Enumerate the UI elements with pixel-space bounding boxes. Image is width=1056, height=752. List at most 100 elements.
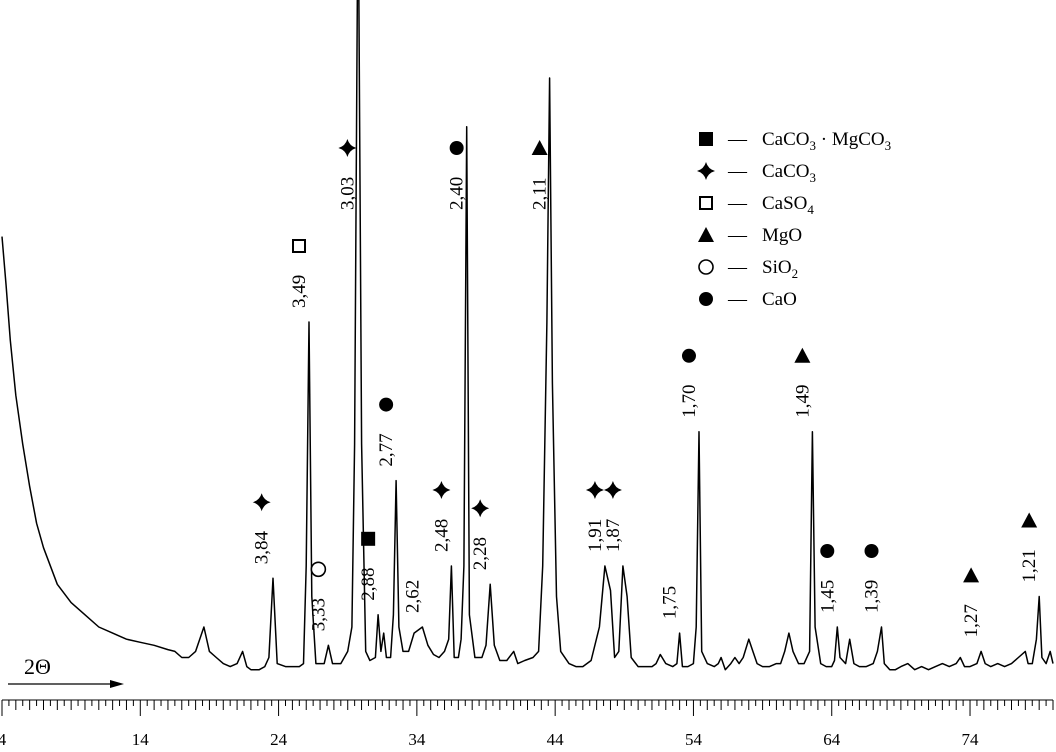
peak-d-spacing: 2,11 (530, 177, 551, 210)
x-tick-label: 44 (547, 730, 565, 749)
peak-label: 3,03 (337, 139, 358, 210)
peak-marker-open-circle-icon (310, 561, 327, 578)
peak-d-spacing: 1,21 (1019, 549, 1040, 582)
peak-label: 3,33 (308, 561, 329, 631)
legend-dash: — (727, 225, 748, 246)
peak-label: 2,11 (530, 140, 551, 210)
peak-marker-filled-diamond-icon (338, 139, 357, 157)
peak-d-spacing: 1,39 (862, 580, 883, 613)
peak-label: 1,87 (603, 481, 624, 552)
legend-item: — CaCO3 (697, 161, 816, 185)
legend-label: SiO2 (762, 257, 798, 281)
peak-label: 1,21 (1019, 512, 1040, 583)
peak-marker-filled-diamond-icon (603, 481, 622, 499)
peak-label: 2,28 (470, 499, 491, 570)
peak-d-spacing: 2,62 (402, 580, 423, 613)
legend: — CaCO3 · MgCO3 — CaCO3 — CaSO4 — MgO — SiO2 — CaO (697, 129, 891, 310)
peak-marker-filled-diamond-icon (471, 499, 490, 518)
peak-d-spacing: 3,03 (337, 177, 358, 210)
peak-labels: 3,84 3,49 3,33 3,03 2,88 2,77 2,62 2,48 2,40 2,28… (252, 139, 1040, 637)
x-tick-label: 4 (0, 730, 7, 749)
legend-filled-circle-icon (699, 292, 713, 306)
legend-label: CaCO3 (762, 161, 816, 185)
legend-item: — CaCO3 · MgCO3 (699, 129, 891, 153)
legend-open-circle-icon (698, 259, 714, 275)
peak-marker-filled-triangle-icon (531, 140, 548, 155)
peak-label: 1,91 (585, 481, 606, 552)
x-axis-label-group: 2Θ (8, 654, 124, 688)
peak-marker-filled-diamond-icon (252, 493, 271, 512)
peak-marker-filled-triangle-icon (963, 567, 980, 583)
x-tick-label: 24 (270, 730, 288, 749)
peak-label: 1,70 (679, 348, 700, 418)
x-tick-label: 54 (685, 730, 703, 749)
peak-d-spacing: 1,49 (792, 385, 813, 418)
peak-d-spacing: 1,45 (817, 580, 838, 613)
peak-d-spacing: 2,48 (431, 519, 452, 552)
legend-open-square-icon (699, 196, 713, 210)
legend-filled-diamond-icon (697, 162, 715, 180)
x-tick-label: 14 (132, 730, 150, 749)
peak-d-spacing: 3,33 (308, 598, 329, 631)
peak-marker-filled-circle-icon (449, 141, 464, 155)
peak-marker-filled-circle-icon (864, 544, 879, 558)
peak-d-spacing: 3,84 (252, 530, 273, 564)
legend-dash: — (727, 257, 748, 278)
peak-d-spacing: 3,49 (289, 275, 310, 308)
series-line (1, 0, 1054, 671)
legend-label: CaSO4 (762, 193, 814, 217)
peak-label: 1,75 (660, 586, 681, 619)
x-tick-labels: 4 14 24 34 44 54 64 74 (0, 730, 979, 749)
series-layer (1, 0, 1054, 671)
peak-label: 1,49 (792, 347, 813, 418)
x-axis (1, 699, 1054, 716)
peak-marker-filled-circle-icon (681, 348, 696, 363)
peak-label: 1,27 (961, 567, 982, 637)
peak-label: 1,45 (817, 544, 838, 613)
peak-d-spacing: 1,27 (961, 604, 982, 637)
legend-dash: — (727, 129, 748, 150)
legend-label: CaCO3 · MgCO3 (762, 129, 891, 153)
peak-marker-filled-triangle-icon (1021, 512, 1038, 528)
peak-marker-filled-circle-icon (820, 544, 835, 558)
legend-dash: — (727, 161, 748, 182)
peak-label: 3,84 (252, 493, 273, 564)
legend-label: MgO (762, 225, 802, 246)
x-direction-arrow-head (110, 680, 124, 688)
x-tick-label: 74 (962, 730, 980, 749)
peak-label: 2,77 (376, 397, 397, 467)
legend-dash: — (727, 289, 748, 310)
peak-marker-filled-triangle-icon (794, 347, 811, 363)
x-tick-label: 64 (823, 730, 841, 749)
legend-filled-triangle-icon (698, 227, 714, 242)
peak-label: 2,62 (402, 580, 423, 613)
peak-label: 3,49 (289, 239, 310, 308)
peak-d-spacing: 1,70 (679, 385, 700, 418)
peak-d-spacing: 2,28 (470, 537, 491, 570)
peak-label: 2,48 (431, 481, 452, 552)
peak-label: 1,39 (862, 544, 883, 613)
x-tick-label: 34 (408, 730, 426, 749)
legend-item: — SiO2 (698, 257, 798, 281)
peak-d-spacing: 2,77 (376, 433, 397, 466)
legend-dash: — (727, 193, 748, 214)
peak-marker-filled-diamond-icon (432, 481, 451, 499)
legend-item: — CaO (699, 289, 797, 310)
peak-d-spacing: 1,75 (660, 586, 681, 619)
legend-label: CaO (762, 289, 797, 310)
peak-marker-filled-circle-icon (379, 397, 394, 412)
peak-marker-filled-diamond-icon (585, 481, 604, 499)
legend-item: — CaSO4 (699, 193, 814, 217)
legend-filled-square-icon (699, 132, 713, 146)
peak-marker-open-square-icon (292, 239, 307, 253)
legend-item: — MgO (698, 225, 802, 246)
peak-label: 2,40 (447, 141, 468, 210)
peak-d-spacing: 2,40 (447, 177, 468, 210)
x-axis-label: 2Θ (24, 654, 51, 679)
peak-d-spacing: 1,87 (603, 519, 624, 552)
peak-marker-filled-square-icon (361, 531, 376, 546)
peak-d-spacing: 1,91 (585, 519, 606, 552)
peak-label: 2,88 (358, 531, 379, 601)
peak-d-spacing: 2,88 (358, 568, 379, 601)
